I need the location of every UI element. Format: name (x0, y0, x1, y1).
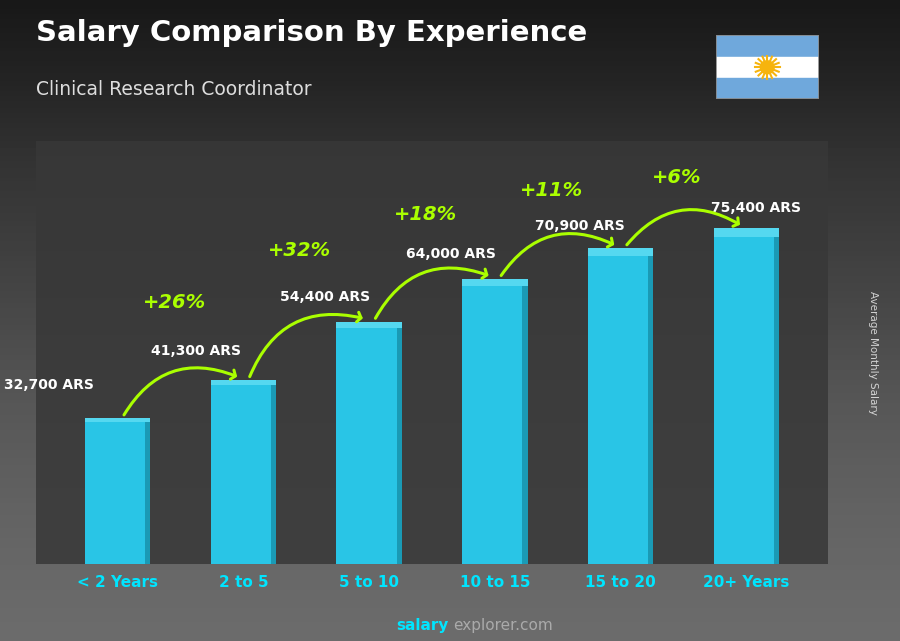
Bar (714, 228, 779, 237)
Bar (588, 248, 653, 564)
Bar (337, 322, 401, 564)
Bar (588, 248, 653, 256)
Bar (774, 228, 779, 564)
Bar (145, 419, 150, 564)
Text: +26%: +26% (143, 293, 206, 312)
Text: 32,700 ARS: 32,700 ARS (4, 378, 94, 392)
Text: salary: salary (396, 618, 448, 633)
Bar (648, 248, 653, 564)
Bar (85, 419, 150, 422)
Text: 64,000 ARS: 64,000 ARS (406, 247, 496, 262)
Bar (337, 322, 401, 328)
Text: Salary Comparison By Experience: Salary Comparison By Experience (36, 19, 587, 47)
Bar (714, 228, 779, 564)
Text: +32%: +32% (268, 241, 331, 260)
Text: 41,300 ARS: 41,300 ARS (150, 344, 240, 358)
Bar (463, 279, 527, 286)
Circle shape (760, 61, 774, 74)
Text: explorer.com: explorer.com (453, 618, 553, 633)
Text: 75,400 ARS: 75,400 ARS (711, 201, 801, 215)
Bar (271, 380, 276, 564)
Bar (716, 35, 819, 56)
Bar (522, 279, 527, 564)
Bar (716, 78, 819, 99)
Text: Clinical Research Coordinator: Clinical Research Coordinator (36, 80, 311, 99)
Bar (85, 419, 150, 564)
Text: 54,400 ARS: 54,400 ARS (280, 290, 370, 304)
Bar (463, 279, 527, 564)
Bar (211, 380, 276, 564)
Bar (716, 56, 819, 78)
Text: +18%: +18% (394, 205, 457, 224)
Text: +6%: +6% (652, 167, 702, 187)
Text: Average Monthly Salary: Average Monthly Salary (868, 290, 878, 415)
Text: 70,900 ARS: 70,900 ARS (536, 219, 626, 233)
Bar (397, 322, 401, 564)
Text: +11%: +11% (520, 181, 583, 200)
Bar (211, 380, 276, 385)
Circle shape (762, 63, 772, 72)
